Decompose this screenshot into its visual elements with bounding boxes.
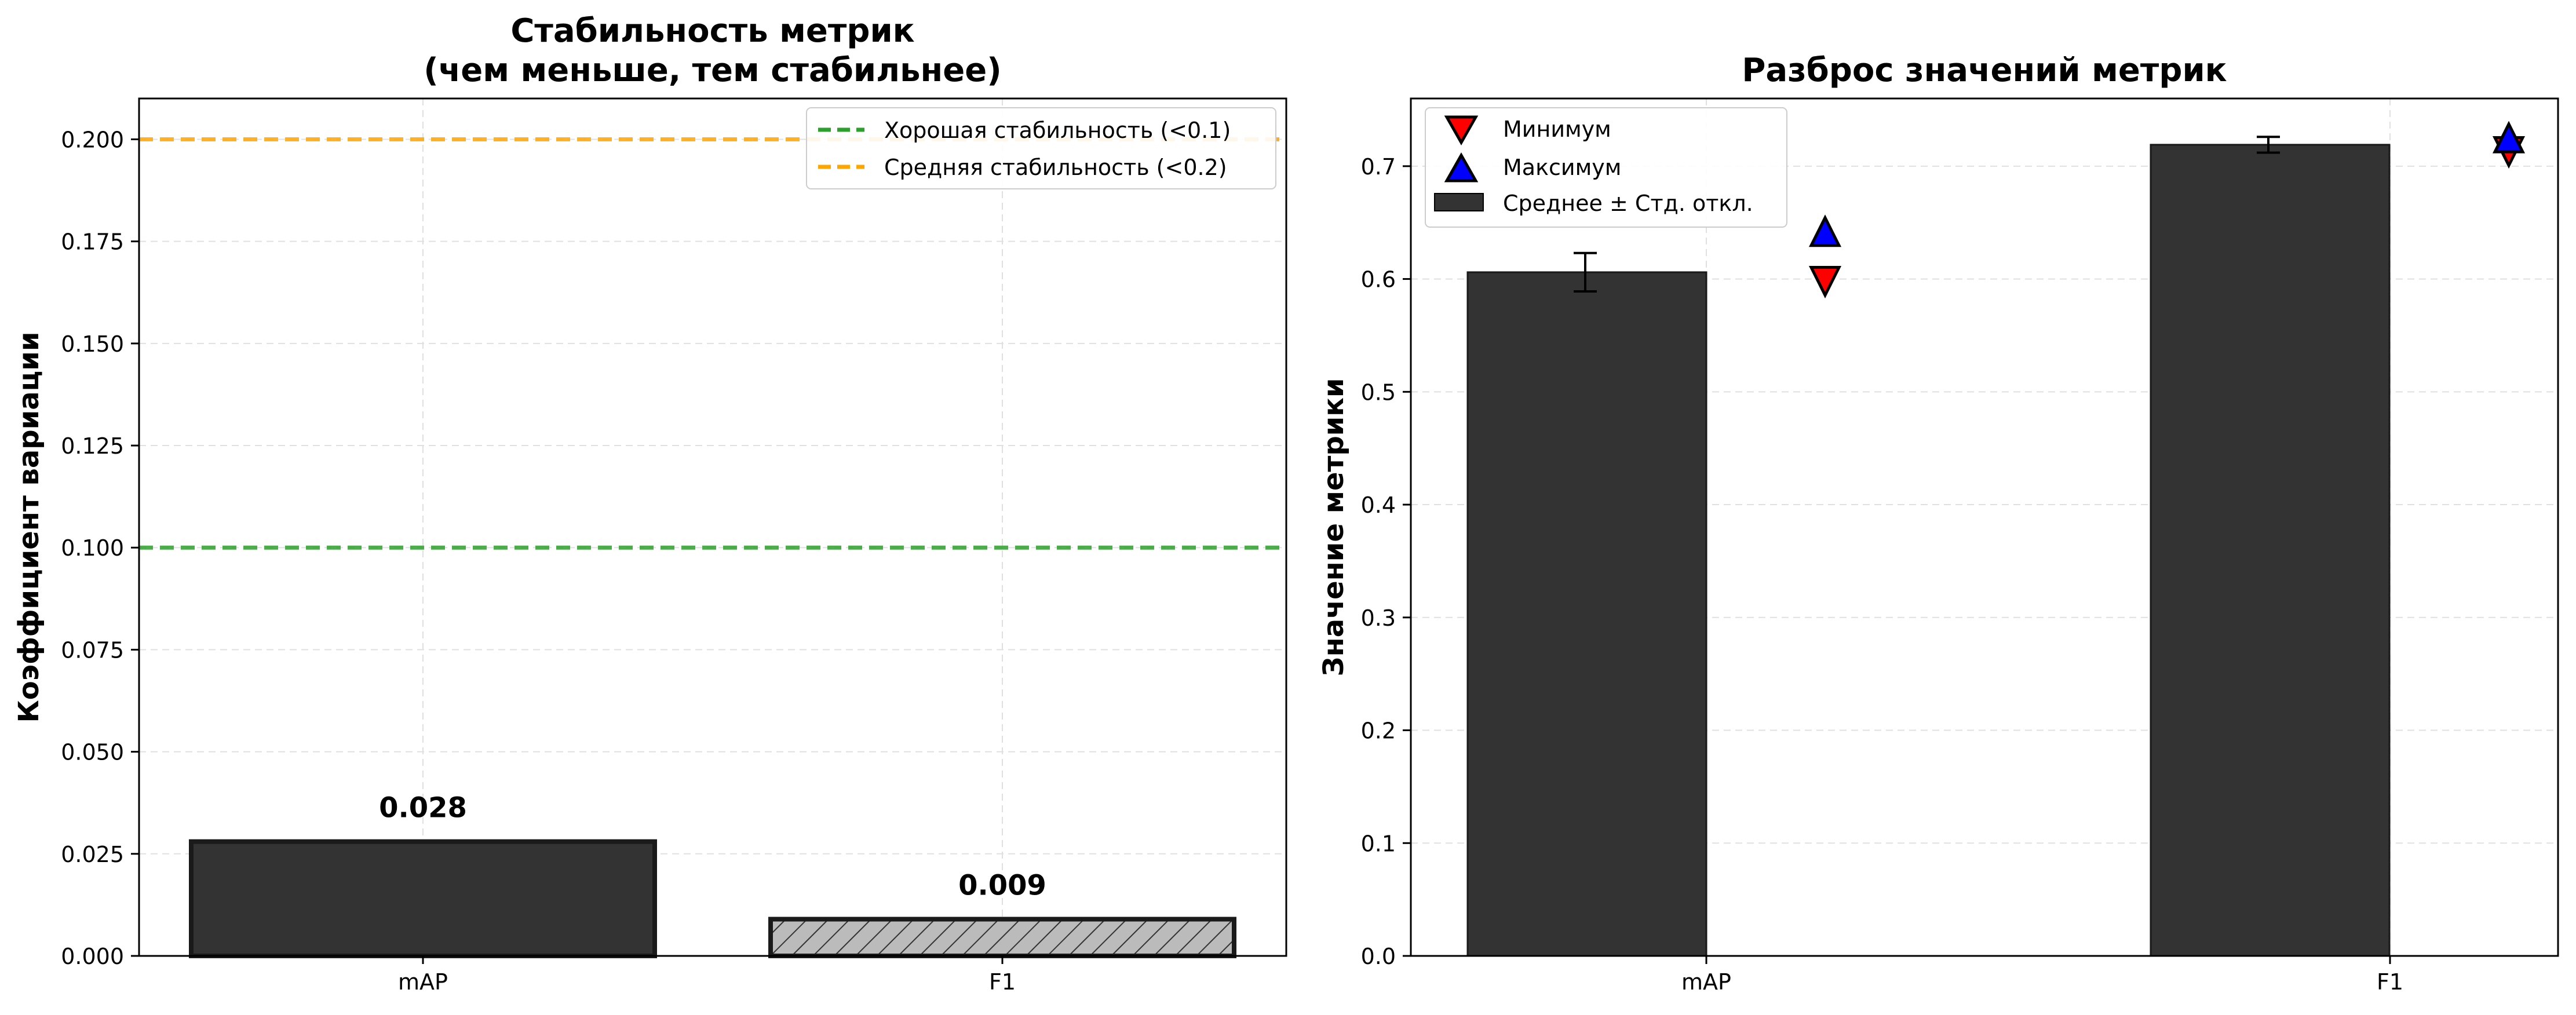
y-tick-label-2: 0.050 bbox=[61, 740, 124, 765]
x-tick-label-mAP: mAP bbox=[398, 969, 448, 995]
legend-swatch-max bbox=[1444, 152, 1479, 182]
bar-F1 bbox=[768, 917, 1236, 958]
left-chart-title-line1: Стабильность метрик bbox=[510, 12, 914, 50]
bar-mAP bbox=[189, 839, 657, 958]
legend-label-medium: Средняя стабильность (<0.2) bbox=[884, 155, 1227, 180]
left-x-ticks: mAP F1 bbox=[398, 956, 1016, 995]
x-tick-label-mAP: mAP bbox=[1681, 969, 1731, 995]
x-tick-label-F1: F1 bbox=[2377, 969, 2403, 995]
right-legend-box bbox=[1425, 107, 1787, 228]
legend-label-good: Хорошая стабильность (<0.1) bbox=[884, 118, 1231, 143]
left-y-axis-label: Коэффициент вариации bbox=[13, 332, 45, 723]
y-tick-label-6: 0.150 bbox=[61, 331, 124, 357]
value-label-F1: 0.009 bbox=[958, 870, 1046, 902]
right-bars bbox=[1466, 144, 2391, 957]
y-tick-label-4: 0.4 bbox=[1361, 492, 1396, 518]
y-tick-label-8: 0.200 bbox=[61, 127, 124, 152]
legend-swatch-min bbox=[1444, 115, 1479, 146]
legend-label-min: Минимум bbox=[1503, 116, 1611, 142]
y-tick-label-7: 0.175 bbox=[61, 229, 124, 255]
y-tick-label-1: 0.1 bbox=[1361, 831, 1396, 856]
left-chart: 0.028 0.009 0.000 0.025 0.050 0.075 0.100 0.12… bbox=[13, 12, 1287, 995]
right-plot-frame bbox=[1410, 97, 2559, 957]
left-grid bbox=[139, 98, 1286, 956]
left-bars bbox=[189, 839, 1236, 958]
left-legend-box bbox=[806, 107, 1276, 189]
legend-label-max: Максимум bbox=[1503, 155, 1621, 180]
bar-mean-F1 bbox=[2150, 144, 2391, 957]
right-y-ticks: 0.0 0.1 0.2 0.3 0.4 0.5 0.6 0.7 bbox=[1361, 154, 1411, 969]
right-chart: 0.0 0.1 0.2 0.3 0.4 0.5 0.6 0.7 mAP F1 Разброс з… bbox=[1318, 52, 2559, 995]
left-chart-title-line2: (чем меньше, тем стабильнее) bbox=[424, 52, 1002, 89]
right-x-ticks: mAP F1 bbox=[1681, 956, 2403, 995]
left-y-ticks: 0.000 0.025 0.050 0.075 0.100 0.125 0.150 0.175… bbox=[61, 127, 139, 969]
right-y-axis-label: Значение метрики bbox=[1318, 378, 1350, 676]
legend-swatch-mean bbox=[1434, 193, 1484, 211]
y-tick-label-1: 0.025 bbox=[61, 842, 124, 867]
y-tick-label-3: 0.075 bbox=[61, 637, 124, 663]
y-tick-label-7: 0.7 bbox=[1361, 154, 1396, 180]
y-tick-label-6: 0.6 bbox=[1361, 267, 1396, 293]
y-tick-label-2: 0.2 bbox=[1361, 718, 1396, 744]
value-label-mAP: 0.028 bbox=[379, 792, 467, 824]
right-error-bars bbox=[1574, 136, 2280, 293]
left-value-labels: 0.028 0.009 bbox=[379, 792, 1046, 902]
right-chart-title: Разброс значений метрик bbox=[1742, 52, 2227, 89]
y-tick-label-3: 0.3 bbox=[1361, 605, 1396, 631]
right-markers bbox=[1808, 121, 2526, 299]
y-tick-label-0: 0.000 bbox=[61, 944, 124, 969]
bar-mean-mAP bbox=[1466, 271, 1707, 957]
y-tick-label-4: 0.100 bbox=[61, 535, 124, 561]
left-plot-frame bbox=[138, 97, 1287, 957]
marker-max-F1 bbox=[2492, 121, 2526, 154]
left-reference-lines bbox=[139, 137, 1286, 550]
y-tick-label-0: 0.0 bbox=[1361, 944, 1396, 969]
y-tick-label-5: 0.5 bbox=[1361, 379, 1396, 405]
left-legend: Хорошая стабильность (<0.1) Средняя стаб… bbox=[806, 107, 1276, 189]
marker-max-mAP bbox=[1808, 214, 1842, 247]
x-tick-label-F1: F1 bbox=[989, 969, 1016, 995]
legend-label-mean: Среднее ± Стд. откл. bbox=[1503, 191, 1753, 216]
marker-min-mAP bbox=[1808, 265, 1842, 299]
right-legend: Минимум Максимум Среднее ± Стд. откл. bbox=[1425, 107, 1787, 228]
y-tick-label-5: 0.125 bbox=[61, 433, 124, 459]
